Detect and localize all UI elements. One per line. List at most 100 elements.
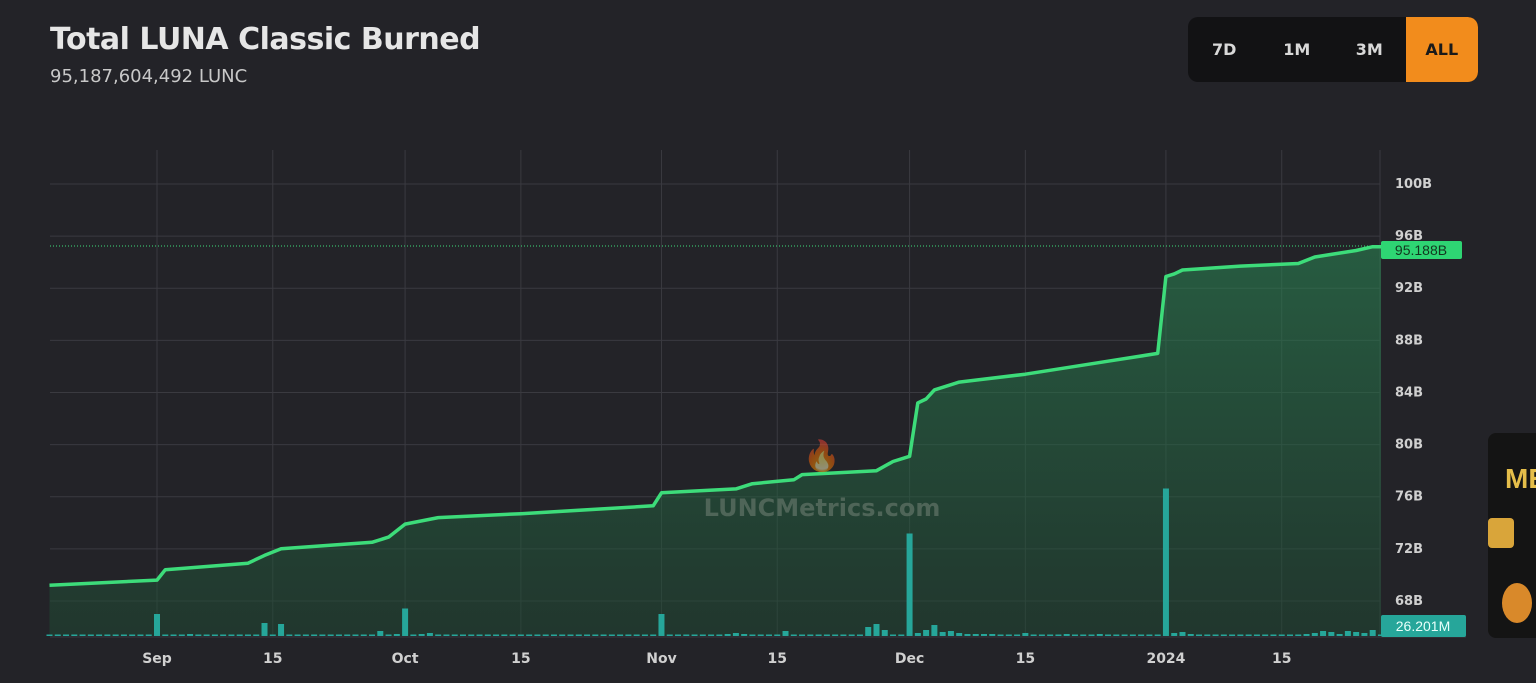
volume-bar bbox=[865, 627, 872, 636]
volume-bar bbox=[633, 634, 640, 636]
volume-bar bbox=[1187, 634, 1194, 636]
volume-bar bbox=[1196, 634, 1203, 636]
volume-bar bbox=[1080, 634, 1087, 636]
volume-bar bbox=[807, 634, 814, 636]
y-axis: 100B 96B 92B 88B 84B 80B 76B 72B 68B bbox=[1395, 177, 1432, 609]
volume-bar bbox=[1253, 634, 1260, 636]
volume-bars bbox=[46, 488, 1384, 636]
volume-bar bbox=[1146, 634, 1153, 636]
volume-bar bbox=[253, 634, 260, 636]
volume-bar bbox=[848, 634, 855, 636]
volume-bar bbox=[352, 634, 359, 636]
last-value-label: 95.188B bbox=[1395, 242, 1447, 258]
range-3m-button[interactable]: 3M bbox=[1355, 40, 1383, 59]
advertisement-banner[interactable]: ME bbox=[1488, 433, 1536, 638]
volume-bar bbox=[104, 634, 111, 636]
volume-bar bbox=[691, 634, 698, 636]
volume-bar bbox=[947, 631, 954, 636]
volume-bar bbox=[145, 634, 152, 636]
last-volume-label: 26.201M bbox=[1396, 618, 1450, 634]
volume-bar bbox=[418, 634, 425, 636]
x-tick-label: Sep bbox=[142, 651, 172, 667]
volume-bar bbox=[774, 634, 781, 636]
x-tick-label: 15 bbox=[1016, 651, 1035, 667]
volume-bar bbox=[914, 633, 921, 636]
burn-line bbox=[49, 244, 1381, 588]
volume-bar bbox=[790, 634, 797, 636]
volume-bar bbox=[385, 634, 392, 636]
volume-bar bbox=[443, 634, 450, 636]
volume-bar bbox=[666, 634, 673, 636]
volume-bar bbox=[1311, 633, 1318, 636]
volume-bar bbox=[129, 634, 136, 636]
range-1m-button[interactable]: 1M bbox=[1283, 40, 1311, 59]
volume-bar bbox=[856, 634, 863, 636]
range-7d-button[interactable]: 7D bbox=[1212, 40, 1237, 59]
volume-bar bbox=[650, 634, 657, 636]
volume-bar bbox=[1129, 634, 1136, 636]
x-tick-label: Oct bbox=[392, 651, 419, 667]
volume-bar bbox=[319, 634, 326, 636]
x-tick-label: Dec bbox=[895, 651, 924, 667]
volume-bar bbox=[228, 634, 235, 636]
volume-bar bbox=[1014, 634, 1021, 636]
volume-bar bbox=[377, 631, 384, 636]
volume-bar bbox=[1336, 634, 1343, 636]
y-tick-label: 80B bbox=[1395, 438, 1423, 453]
last-volume-badge bbox=[1381, 615, 1466, 637]
volume-bar bbox=[1022, 633, 1029, 636]
volume-bar bbox=[1303, 634, 1310, 636]
x-tick-label: 15 bbox=[263, 651, 282, 667]
page-title: Total LUNA Classic Burned bbox=[50, 22, 481, 57]
volume-bar bbox=[972, 634, 979, 636]
y-tick-label: 96B bbox=[1395, 229, 1423, 244]
volume-bar bbox=[1005, 634, 1012, 636]
flame-icon: 🔥 bbox=[803, 438, 840, 474]
volume-bar bbox=[815, 634, 822, 636]
volume-bar bbox=[1038, 634, 1045, 636]
volume-bar bbox=[1220, 634, 1227, 636]
volume-bar bbox=[873, 624, 880, 636]
volume-bar bbox=[154, 614, 160, 636]
volume-bar bbox=[203, 634, 210, 636]
range-all-button[interactable]: ALL bbox=[1405, 17, 1478, 82]
y-tick-label: 88B bbox=[1395, 333, 1423, 348]
volume-bar bbox=[162, 634, 169, 636]
volume-bar bbox=[1320, 631, 1327, 636]
volume-bar bbox=[120, 634, 127, 636]
volume-bar bbox=[1171, 633, 1178, 636]
volume-bar bbox=[261, 623, 268, 636]
x-tick-label: 15 bbox=[511, 651, 530, 667]
volume-bar bbox=[1278, 634, 1285, 636]
volume-bar bbox=[832, 634, 839, 636]
y-tick-label: 100B bbox=[1395, 177, 1432, 192]
volume-bar bbox=[699, 634, 706, 636]
area-fill-path bbox=[49, 246, 1382, 636]
volume-bar bbox=[311, 634, 318, 636]
volume-bar bbox=[393, 634, 400, 636]
volume-bar bbox=[956, 633, 963, 636]
volume-bar bbox=[1105, 634, 1112, 636]
volume-bar bbox=[559, 634, 566, 636]
volume-bar bbox=[517, 634, 524, 636]
volume-bar bbox=[617, 634, 624, 636]
volume-bar bbox=[1328, 632, 1335, 636]
volume-bar bbox=[890, 634, 897, 636]
volume-bar bbox=[1154, 634, 1161, 636]
watermark: LUNCMetrics.com bbox=[704, 494, 941, 522]
volume-bar bbox=[906, 533, 913, 636]
volume-bar bbox=[426, 633, 433, 636]
range-selector: 7D 1M 3M ALL bbox=[1188, 17, 1478, 82]
volume-bar bbox=[625, 634, 632, 636]
volume-bar bbox=[1212, 634, 1219, 636]
volume-bar bbox=[1229, 634, 1236, 636]
volume-bar bbox=[269, 634, 276, 636]
volume-bar bbox=[741, 634, 748, 636]
y-tick-label: 92B bbox=[1395, 281, 1423, 296]
volume-bar bbox=[658, 614, 665, 636]
volume-bar bbox=[484, 634, 491, 636]
volume-bar bbox=[96, 634, 103, 636]
volume-bar bbox=[823, 634, 830, 636]
volume-bar bbox=[509, 634, 516, 636]
